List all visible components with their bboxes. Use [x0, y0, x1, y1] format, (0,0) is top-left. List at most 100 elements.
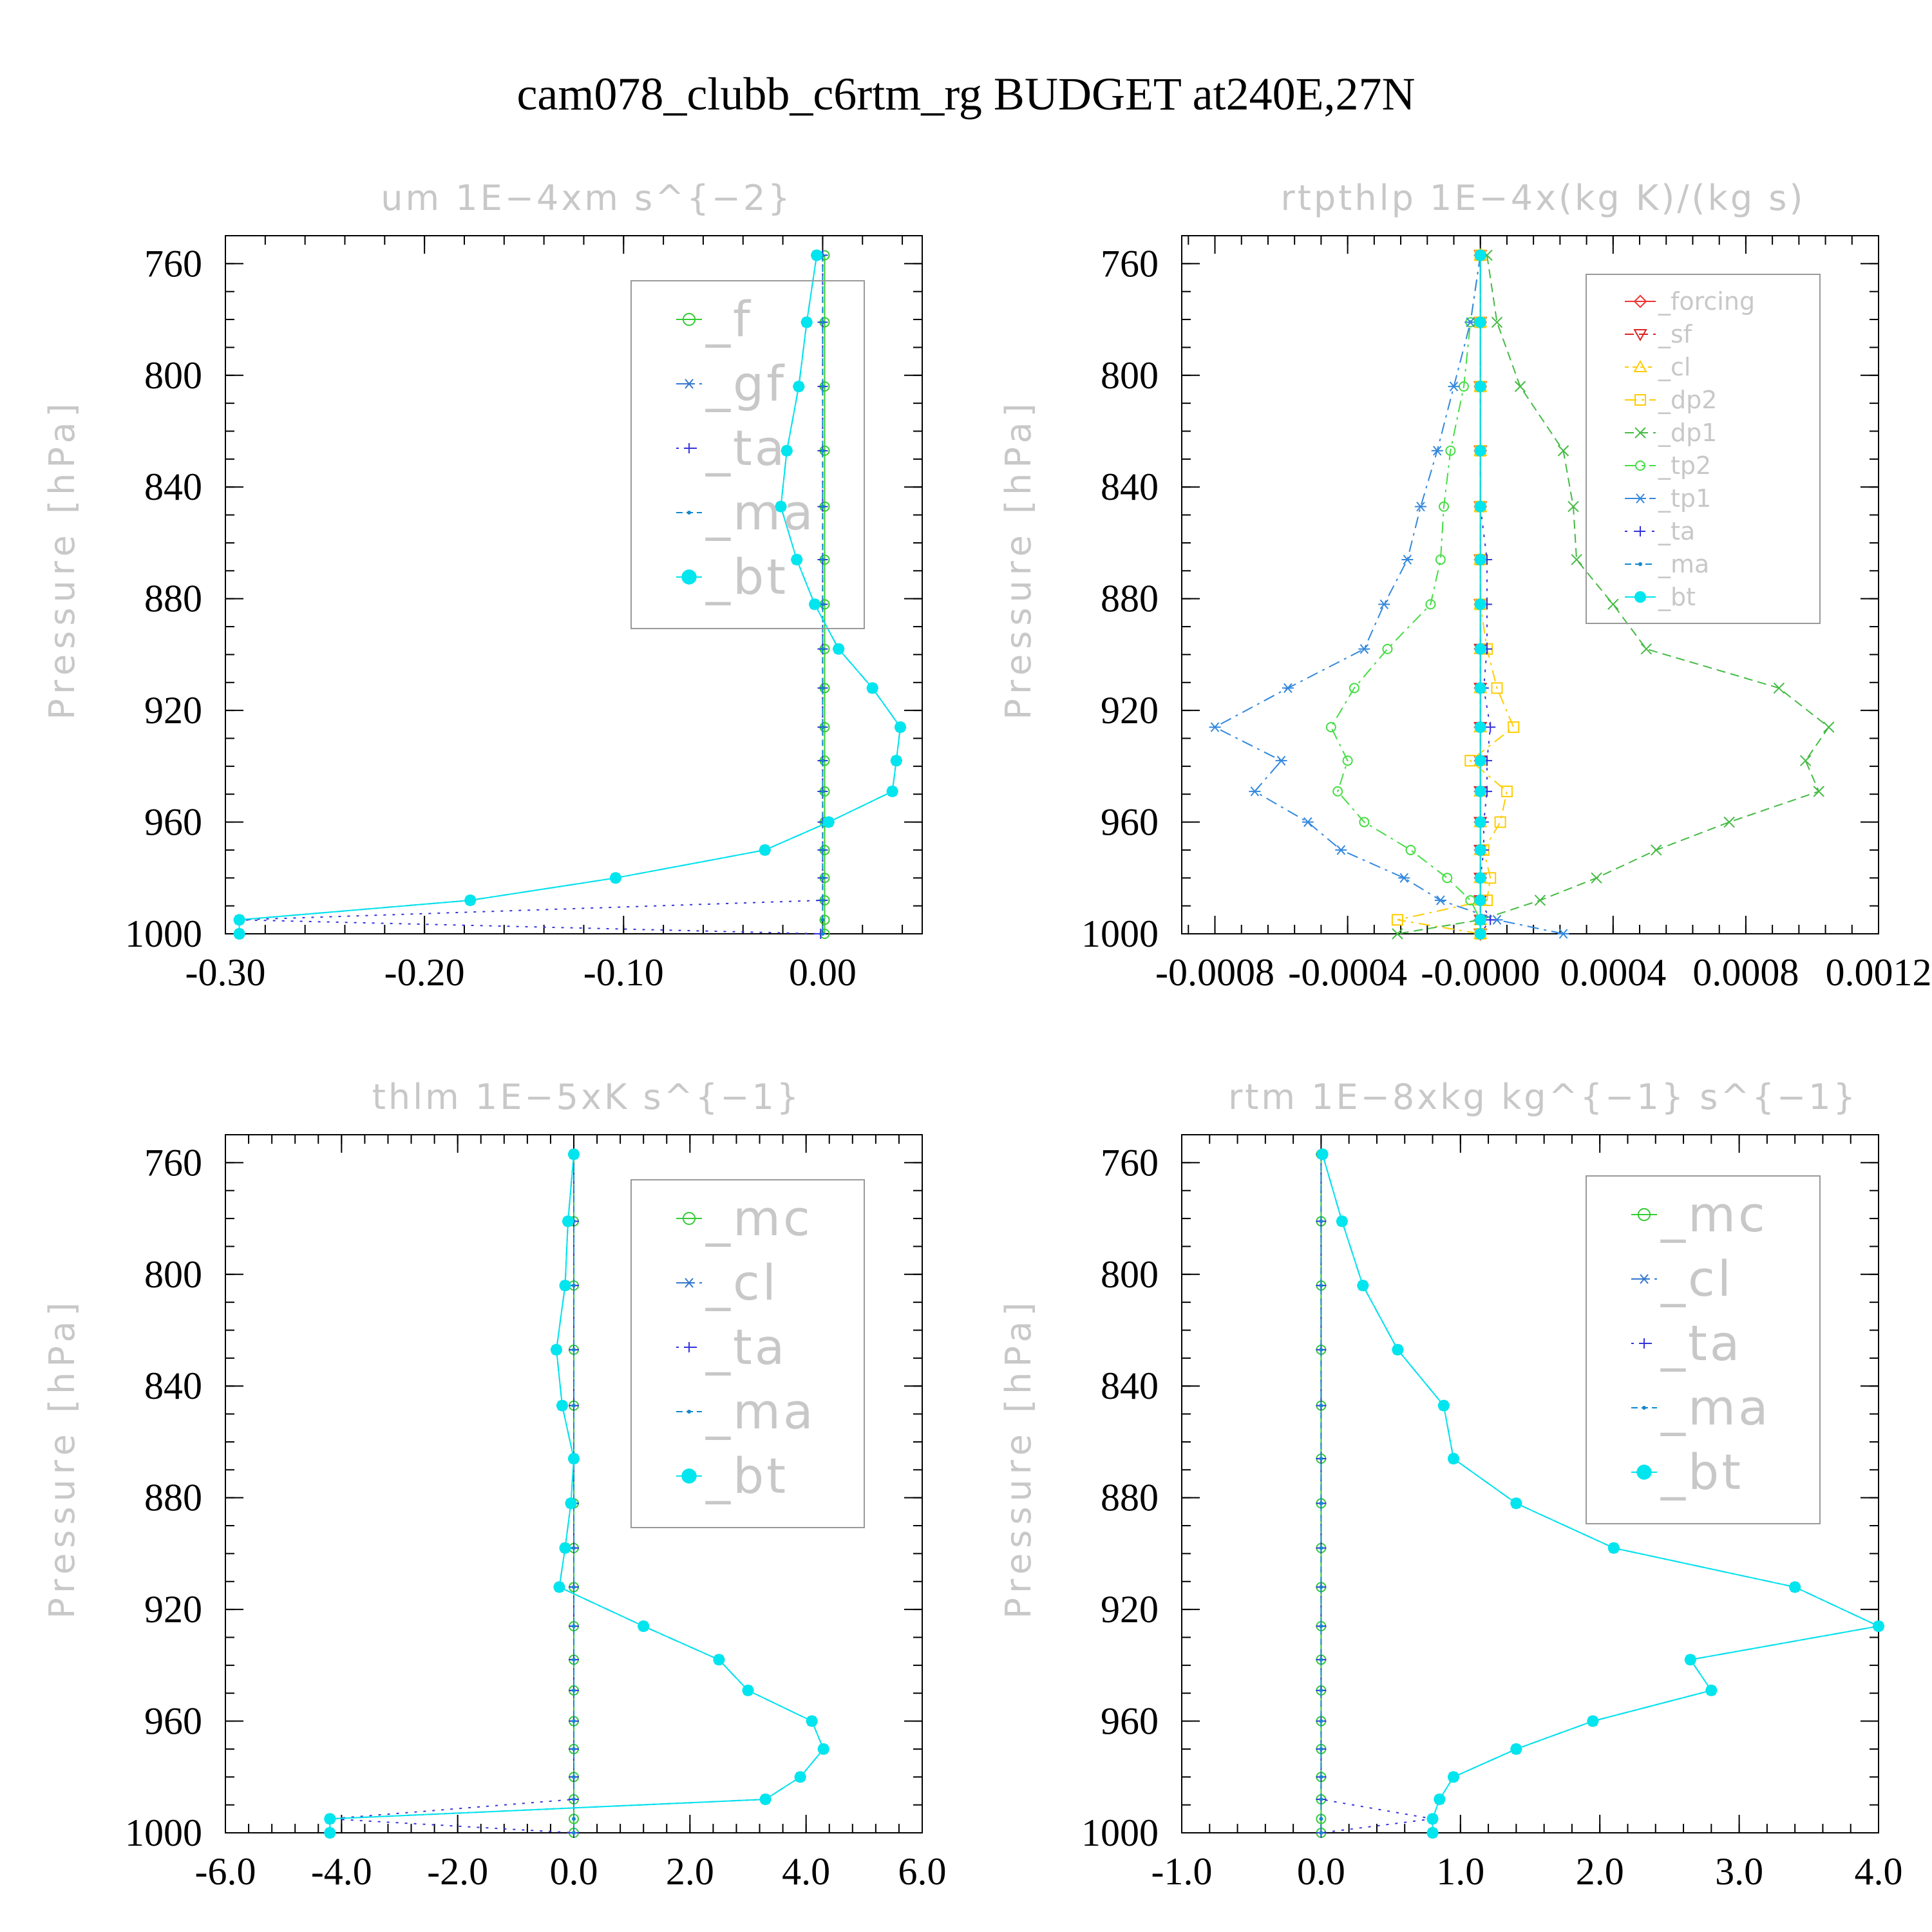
data-point-marker [1349, 683, 1359, 694]
data-point-marker [1474, 316, 1486, 328]
data-point-marker [1435, 554, 1446, 565]
data-point-marker [811, 249, 823, 261]
data-point-marker [1426, 1813, 1439, 1825]
legend-label: _ma [705, 484, 816, 541]
legend-marker [1636, 1464, 1652, 1480]
data-point-marker [609, 872, 621, 884]
data-point-marker [572, 1797, 576, 1801]
data-point-marker [820, 848, 825, 852]
data-point-marker [1437, 1399, 1450, 1412]
x-tick-label: -6.0 [195, 1850, 256, 1893]
data-point-marker [817, 1743, 829, 1755]
data-point-marker [1705, 1684, 1718, 1696]
y-tick-label: 1000 [125, 1812, 202, 1854]
legend-label: _ta [1660, 1314, 1742, 1372]
legend-label: _dp1 [1658, 419, 1717, 447]
data-point-marker [1491, 316, 1503, 328]
legend-marker [1635, 526, 1645, 536]
data-point-marker [1302, 817, 1314, 828]
data-point-marker [1336, 1215, 1348, 1227]
data-point-marker [1491, 682, 1503, 694]
data-point-marker [572, 1747, 576, 1751]
data-point-marker [794, 1771, 806, 1783]
chart-panel-1: 760 800 840 880 920 960 1000-0.30 -0.20 -0.10 0.0… [42, 178, 923, 994]
legend: _mc _cl _ta _ma _bt [1586, 1175, 1821, 1524]
legend-marker [687, 1410, 691, 1414]
data-point-marker [559, 1542, 571, 1554]
data-point-marker [553, 1581, 565, 1593]
figure-title: cam078_clubb_c6rtm_rg BUDGET at240E,27N [516, 68, 1415, 120]
data-point-marker [1447, 1452, 1459, 1464]
data-point-marker [822, 816, 835, 828]
legend-label: _forcing [1658, 287, 1755, 316]
data-point-marker [1319, 1501, 1323, 1506]
legend-marker [1635, 460, 1645, 471]
data-point-marker [1447, 1771, 1459, 1783]
legend-label: _bt [705, 548, 788, 605]
data-point-marker [820, 320, 825, 325]
legend-label: _ma [1658, 550, 1709, 578]
data-point-marker [572, 1817, 576, 1821]
data-point-marker [1275, 755, 1287, 766]
y-tick-label: 760 [1101, 1141, 1159, 1184]
series-ta [1316, 1149, 1438, 1838]
data-point-marker [1474, 249, 1486, 261]
data-point-marker [572, 1719, 576, 1723]
data-point-marker [638, 1620, 650, 1633]
legend: _forcing _sf _cl _dp2 _dp1 _tp2 _tp1 _ta _ma _bt [1586, 274, 1821, 624]
data-point-marker [820, 384, 825, 389]
chart-panel-2: 760 800 840 880 920 960 1000-0.0008 -0.0004 -0.0… [998, 178, 1932, 994]
data-point-marker [1316, 1148, 1329, 1160]
data-point-marker [1319, 1817, 1323, 1821]
legend-marker [1637, 1208, 1651, 1222]
data-point-marker [1319, 1283, 1323, 1288]
data-point-marker [1434, 895, 1446, 905]
x-tick-label: 0.0 [550, 1850, 598, 1893]
data-point-marker [572, 1283, 576, 1288]
data-point-marker [1319, 1775, 1323, 1779]
legend-label: _tp2 [1658, 451, 1711, 480]
data-point-marker [820, 448, 825, 453]
data-point-marker [1510, 1497, 1522, 1510]
data-point-marker [1485, 914, 1496, 925]
x-tick-label: -0.0008 [1155, 951, 1274, 994]
legend-marker [1638, 1274, 1650, 1284]
data-point-marker [1426, 1827, 1439, 1839]
x-tick-label: 0.0004 [1560, 951, 1666, 994]
data-point-marker [1684, 1654, 1696, 1666]
legend-box [630, 280, 865, 629]
data-point-marker [820, 789, 825, 793]
series-ma [1319, 1152, 1323, 1835]
data-point-marker [759, 1793, 772, 1805]
y-tick-label: 800 [1101, 1253, 1159, 1296]
y-tick-label: 800 [144, 354, 202, 397]
data-point-marker [886, 785, 898, 797]
data-point-marker [820, 602, 825, 607]
data-point-marker [1282, 683, 1294, 694]
data-point-marker [1494, 816, 1506, 828]
series-line [238, 255, 902, 934]
data-point-marker [1442, 873, 1453, 884]
data-point-marker [800, 316, 813, 328]
data-point-marker [1607, 1542, 1620, 1554]
legend-label: _bt [1658, 583, 1696, 611]
data-point-marker [713, 1654, 725, 1666]
legend-marker [1633, 294, 1647, 308]
data-point-marker [559, 1280, 571, 1292]
data-point-marker [324, 1827, 336, 1839]
data-point-marker [1571, 554, 1582, 565]
panel-title: rtm 1E−8xkg kg^{−1} s^{−1} [1228, 1077, 1858, 1117]
data-point-marker [1501, 785, 1513, 797]
series-bt [233, 249, 906, 940]
data-point-marker [820, 759, 825, 763]
data-point-marker [1357, 1280, 1369, 1292]
legend-label: _ta [705, 1318, 787, 1376]
series-line [1397, 255, 1830, 934]
x-tick-label: 6.0 [898, 1850, 947, 1893]
legend-label: _ma [1660, 1379, 1771, 1436]
data-point-marker [1474, 381, 1486, 393]
x-tick-label: 4.0 [1855, 1850, 1903, 1893]
data-point-marker [1474, 500, 1486, 513]
data-point-marker [1425, 599, 1436, 610]
